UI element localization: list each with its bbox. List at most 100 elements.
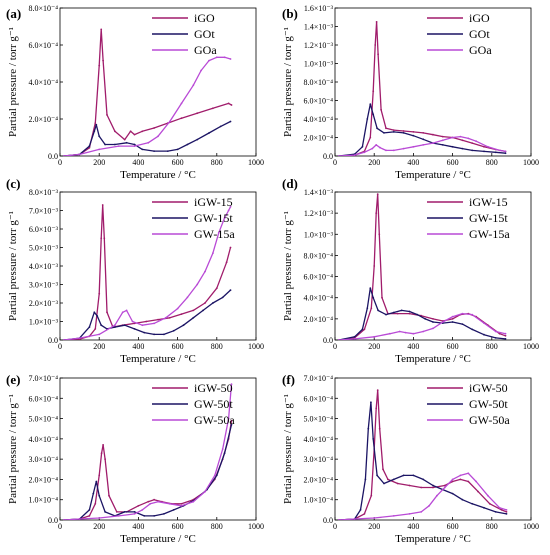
data-point [100,28,103,31]
data-point [377,309,379,312]
data-point [108,494,110,497]
data-point [223,217,226,219]
data-point [412,131,415,133]
data-point [141,324,144,327]
data-point [400,309,403,312]
legend-label: GW-15t [469,211,508,225]
data-point [208,132,210,134]
data-point [363,328,366,331]
data-point [219,125,222,128]
data-point [488,502,491,505]
series-line-igw-15 [63,204,232,340]
data-point [95,480,98,483]
y-tick-label: 2.0×10⁻⁴ [303,134,333,143]
series-line-got [63,120,231,156]
data-point [451,492,454,495]
x-tick-label: 0 [58,342,62,351]
data-point [168,120,171,123]
data-point [196,138,199,141]
x-tick-label: 600 [447,522,459,531]
y-tick-label: 1.0×10⁻⁴ [303,496,333,505]
data-point [338,339,340,340]
data-point [106,114,108,116]
y-tick-label: 0.0 [323,516,333,525]
data-point [117,515,120,517]
data-point [143,515,146,517]
data-point [467,137,470,140]
data-point [229,58,232,60]
data-point [376,127,378,130]
data-point [338,519,340,520]
data-point [102,59,104,62]
data-point [133,133,136,136]
y-tick-label: 4.0×10⁻⁴ [303,294,333,303]
data-point [420,511,423,513]
data-point [408,484,411,487]
x-tick-label: 0 [333,342,337,351]
data-point [63,519,65,520]
data-point [376,193,379,196]
data-point [376,389,379,392]
data-point [402,132,405,134]
y-tick-label: 0.0 [48,336,58,345]
data-point [385,127,387,130]
data-point [230,419,233,422]
y-axis-title: Partial pressure / torr g⁻¹ [7,394,19,504]
plot-frame [59,7,257,157]
data-point [208,59,210,62]
data-point [180,102,183,105]
data-point [88,509,91,511]
series-line-gw-50a [338,472,507,520]
legend-label: GW-50a [194,413,235,427]
data-point [133,145,136,148]
data-point [416,313,419,316]
data-point [227,417,230,420]
data-point [364,478,367,481]
data-point [168,316,171,319]
x-tick-label: 400 [407,158,419,167]
y-tick-label: 1.0×10⁻³ [304,230,334,239]
y-tick-label: 1.0×10⁻⁴ [28,496,58,505]
x-tick-label: 1000 [248,522,264,531]
data-point [487,145,489,148]
data-point [412,145,415,148]
x-axis-title: Temperature / °C [395,533,471,545]
data-point [123,138,126,141]
y-axis-title: Partial pressure / torr g⁻¹ [7,27,19,137]
data-point [121,311,124,314]
y-tick-label: 3.0×10⁻³ [29,281,59,290]
data-point [88,515,91,517]
legend-label: GW-50t [469,397,508,411]
data-point [370,494,373,497]
y-tick-label: 6.0×10⁻⁴ [303,394,333,403]
data-point [114,324,116,327]
data-point [428,504,430,507]
data-point [163,513,165,515]
panel-label: (e) [6,372,20,387]
data-point [196,283,199,286]
x-tick-label: 600 [447,158,459,167]
legend-label: GW-15t [194,211,233,225]
data-point [392,129,395,132]
y-tick-label: 1.0×10⁻³ [29,318,59,327]
legend-label: GOt [469,27,490,41]
data-point [498,506,501,509]
data-point [369,103,372,106]
data-point [230,423,233,426]
y-tick-label: 6.0×10⁻⁴ [28,394,58,403]
data-point [370,307,373,310]
y-tick-label: 2.0×10⁻⁴ [28,115,58,124]
y-tick-label: 2.0×10⁻⁴ [28,475,58,484]
data-point [101,204,104,206]
x-tick-label: 0 [58,158,62,167]
data-point [402,130,405,132]
data-point [504,150,507,153]
x-tick-label: 200 [368,158,380,167]
data-point [372,296,375,299]
y-tick-label: 6.0×10⁻⁴ [303,97,333,106]
data-point [94,122,97,124]
y-tick-label: 5.0×10⁻³ [29,244,59,253]
data-point [373,335,376,338]
y-tick-label: 7.0×10⁻³ [29,207,59,216]
data-point [180,313,183,315]
